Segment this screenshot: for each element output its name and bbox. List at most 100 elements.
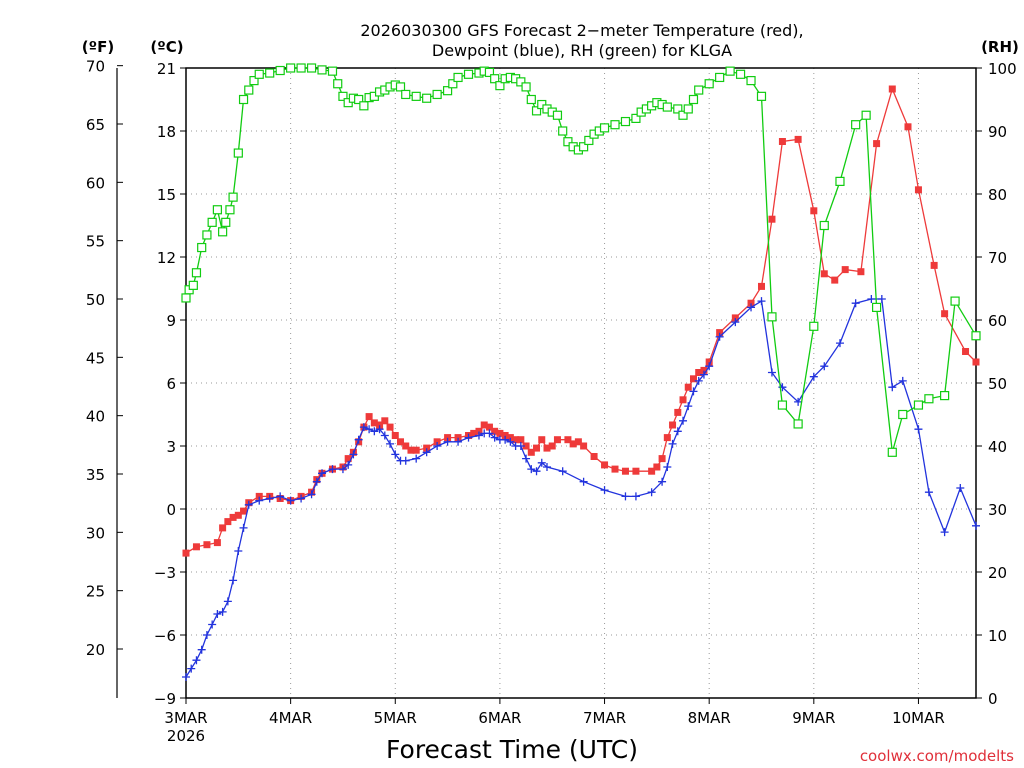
rh-point [516, 77, 526, 87]
rh-point [306, 63, 317, 73]
celsius-axis-unit: (ºC) [150, 38, 183, 56]
dewpoint-series [182, 295, 980, 681]
dewpoint-point [464, 433, 473, 442]
rh-point [913, 400, 924, 410]
temperature-point [689, 375, 697, 383]
rh-tick-label: 0 [988, 690, 998, 708]
dewpoint-point [338, 465, 347, 474]
rh-point [610, 120, 620, 130]
rh-point [238, 94, 249, 105]
temperature-point [491, 427, 499, 435]
temperature-point [496, 429, 504, 437]
dewpoint-point [276, 492, 285, 501]
dewpoint-point [631, 492, 640, 501]
temperature-point [444, 434, 452, 442]
rh-point [688, 94, 699, 105]
temperature-point [522, 442, 530, 450]
rh-point [317, 65, 327, 75]
temperature-point [747, 299, 755, 307]
dewpoint-point [516, 442, 525, 450]
x-tick-label: 3MAR [164, 709, 207, 727]
rh-point [296, 63, 306, 73]
temperature-point [580, 442, 588, 450]
dewpoint-point [542, 463, 551, 471]
temperature-point [669, 421, 677, 429]
temperature-point [841, 266, 849, 274]
temperature-series [182, 85, 980, 557]
temperature-point [574, 438, 582, 446]
dewpoint-point [689, 387, 698, 396]
dewpoint-point [485, 429, 494, 438]
rh-tick-label: 100 [988, 60, 1017, 78]
rh-point [395, 82, 406, 92]
temperature-point [512, 436, 520, 444]
rh-point [254, 69, 264, 79]
temperature-point [365, 413, 373, 421]
temperature-point [203, 541, 211, 549]
dewpoint-point [344, 460, 353, 469]
temperature-point [700, 366, 708, 374]
temperature-point [857, 268, 865, 276]
rh-point [746, 75, 756, 86]
rh-point [777, 400, 788, 410]
c-tick-label: 9 [166, 312, 176, 330]
temperature-point [972, 358, 980, 366]
dewpoint-point [537, 458, 546, 467]
credit-link[interactable]: coolwx.com/modelts [860, 747, 1014, 765]
c-tick-label: 3 [166, 438, 176, 456]
dewpoint-point [223, 597, 232, 606]
dewpoint-point [391, 450, 400, 459]
dewpoint-point [234, 547, 243, 555]
dewpoint-point [474, 431, 483, 440]
dewpoint-point [501, 435, 510, 444]
temperature-point [553, 436, 561, 444]
dewpoint-point [454, 437, 463, 446]
f-tick-label: 70 [86, 58, 105, 76]
rh-point [244, 85, 254, 95]
temperature-point [391, 432, 399, 439]
temperature-point [376, 421, 384, 429]
rh-point [704, 79, 714, 89]
dewpoint-point [192, 656, 201, 665]
rh-point [678, 110, 688, 120]
rh-point [620, 116, 631, 127]
dewpoint-point [679, 416, 688, 425]
dewpoint-point [370, 427, 379, 436]
rh-point [584, 135, 594, 146]
temperature-point [632, 467, 640, 475]
rh-point [453, 72, 463, 83]
dewpoint-point [600, 486, 609, 495]
c-tick-label: 21 [157, 60, 176, 78]
c-tick-label: 15 [157, 186, 176, 204]
c-tick-label: 0 [166, 501, 176, 519]
temperature-point [255, 492, 263, 500]
rh-point [333, 79, 343, 89]
rh-tick-label: 10 [988, 627, 1007, 645]
temperature-point [768, 215, 776, 223]
rh-point [265, 68, 275, 78]
dewpoint-point [673, 427, 682, 436]
temperature-point [454, 434, 462, 442]
data-series [181, 63, 981, 681]
rh-point [249, 75, 259, 86]
c-tick-label: −3 [154, 564, 176, 582]
rh-point [851, 120, 861, 130]
dewpoint-point [401, 456, 410, 465]
rh-point [579, 142, 589, 152]
temperature-point [229, 513, 237, 521]
temperature-point [590, 453, 598, 460]
dewpoint-point [380, 431, 389, 440]
rh-point [924, 394, 934, 404]
rh-point [767, 312, 777, 322]
dewpoint-point [888, 383, 897, 392]
f-tick-label: 20 [86, 641, 105, 659]
temperature-point [219, 524, 227, 532]
temperature-point [611, 465, 619, 473]
temperature-point [930, 261, 938, 269]
dewpoint-point [699, 370, 708, 379]
temperature-point [757, 282, 765, 290]
temperature-point [433, 438, 441, 446]
dewpoint-point [443, 437, 452, 446]
temperature-point [182, 549, 190, 557]
rh-point [207, 217, 217, 227]
